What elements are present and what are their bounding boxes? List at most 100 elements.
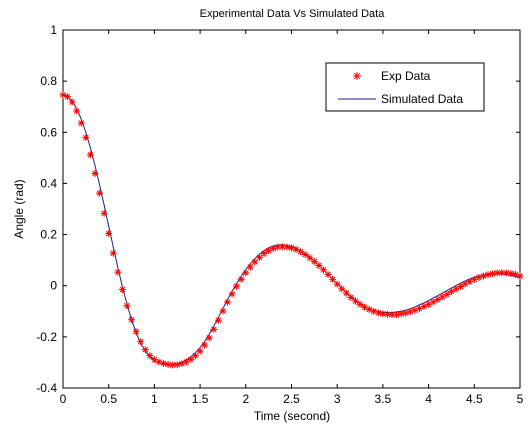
legend-item-exp-data: Exp Data bbox=[353, 69, 431, 83]
exp-data-point bbox=[484, 271, 492, 279]
exp-data-point bbox=[132, 328, 140, 336]
exp-data-point bbox=[105, 230, 113, 238]
y-tick-label: 0.8 bbox=[40, 74, 57, 88]
exp-data-point bbox=[324, 270, 332, 278]
x-tick-label: 3.5 bbox=[375, 392, 392, 406]
legend-asterisk-marker bbox=[353, 72, 361, 80]
exp-data-point bbox=[356, 300, 364, 308]
exp-data-point bbox=[146, 352, 154, 360]
exp-data-point bbox=[73, 107, 81, 115]
x-tick-label: 4 bbox=[425, 392, 432, 406]
exp-data-point bbox=[502, 269, 510, 277]
x-tick-label: 1.5 bbox=[192, 392, 209, 406]
exp-data-point bbox=[443, 290, 451, 298]
exp-data-point bbox=[397, 310, 405, 318]
x-axis-label: Time (second) bbox=[254, 409, 330, 423]
exp-data-point bbox=[256, 253, 264, 261]
exp-data-point bbox=[160, 359, 168, 367]
x-tick-label: 0 bbox=[60, 392, 67, 406]
exp-data-point bbox=[379, 310, 387, 318]
exp-data-point bbox=[402, 309, 410, 317]
exp-data-point bbox=[123, 302, 131, 310]
exp-data-point bbox=[310, 257, 318, 265]
exp-data-point bbox=[114, 268, 122, 276]
exp-data-point bbox=[479, 272, 487, 280]
exp-data-point bbox=[342, 289, 350, 297]
x-tick-label: 1 bbox=[151, 392, 158, 406]
chart-title: Experimental Data Vs Simulated Data bbox=[200, 8, 386, 20]
exp-data-point bbox=[228, 290, 236, 298]
exp-data-point bbox=[283, 243, 291, 251]
exp-data-point bbox=[82, 134, 90, 142]
exp-data-point bbox=[319, 266, 327, 274]
axis-ticks bbox=[62, 29, 521, 389]
y-tick-label: -0.2 bbox=[36, 330, 57, 344]
exp-data-point bbox=[237, 275, 245, 283]
legend-box bbox=[325, 62, 485, 112]
exp-data-point bbox=[438, 293, 446, 301]
exp-data-point bbox=[388, 311, 396, 319]
series-exp-data bbox=[59, 91, 524, 369]
x-tick-label: 3 bbox=[334, 392, 341, 406]
x-tick-label: 5 bbox=[517, 392, 524, 406]
exp-data-point bbox=[201, 341, 209, 349]
y-tick-label: 0.2 bbox=[40, 228, 57, 242]
exp-data-point bbox=[306, 254, 314, 262]
exp-data-point bbox=[192, 352, 200, 360]
exp-data-point bbox=[205, 334, 213, 342]
exp-data-point bbox=[164, 360, 172, 368]
exp-data-point bbox=[91, 169, 99, 177]
exp-data-point bbox=[333, 280, 341, 288]
legend-item-simulated-data: Simulated Data bbox=[338, 92, 463, 106]
legend-exp-label: Exp Data bbox=[381, 69, 431, 83]
exp-data-point bbox=[429, 298, 437, 306]
exp-data-point bbox=[251, 258, 259, 266]
exp-data-point bbox=[374, 309, 382, 317]
exp-data-point bbox=[393, 311, 401, 319]
x-tick-label: 0.5 bbox=[100, 392, 117, 406]
y-tick-label: 0 bbox=[50, 279, 57, 293]
legend-sim-label: Simulated Data bbox=[381, 92, 463, 106]
y-tick-labels: -0.4 -0.2 0 0.2 0.4 0.6 0.8 1 bbox=[36, 23, 57, 395]
exp-data-point bbox=[338, 285, 346, 293]
exp-data-point bbox=[128, 316, 136, 324]
x-tick-label: 4.5 bbox=[466, 392, 483, 406]
exp-data-point bbox=[260, 249, 268, 257]
exp-data-point bbox=[196, 347, 204, 355]
legend: Exp Data Simulated Data bbox=[325, 62, 485, 112]
exp-data-point bbox=[297, 248, 305, 256]
exp-data-point bbox=[173, 361, 181, 369]
exp-data-point bbox=[109, 249, 117, 257]
legend-exp-marker-icon bbox=[353, 72, 361, 80]
exp-data-point bbox=[77, 119, 85, 127]
exp-data-point bbox=[315, 262, 323, 270]
exp-data-point bbox=[68, 98, 76, 106]
exp-data-point bbox=[214, 316, 222, 324]
x-tick-label: 2.5 bbox=[283, 392, 300, 406]
exp-data-point bbox=[118, 286, 126, 294]
exp-data-point bbox=[137, 338, 145, 346]
x-tick-label: 2 bbox=[242, 392, 249, 406]
exp-data-point bbox=[86, 151, 94, 159]
x-tick-labels: 0 0.5 1 1.5 2 2.5 3 3.5 4 4.5 5 bbox=[60, 392, 524, 406]
exp-data-point bbox=[96, 189, 104, 197]
exp-data-point bbox=[242, 269, 250, 277]
exp-data-point bbox=[301, 251, 309, 259]
y-tick-label: 1 bbox=[50, 23, 57, 37]
exp-data-point bbox=[219, 307, 227, 315]
exp-data-point bbox=[233, 282, 241, 290]
exp-data-point bbox=[169, 361, 177, 369]
y-axis-label: Angle (rad) bbox=[12, 179, 26, 238]
exp-data-point bbox=[351, 297, 359, 305]
y-tick-label: 0.4 bbox=[40, 176, 57, 190]
exp-data-point bbox=[64, 93, 72, 101]
exp-data-point bbox=[100, 209, 108, 217]
exp-data-point bbox=[489, 270, 497, 278]
exp-data-point bbox=[141, 346, 149, 354]
exp-data-point bbox=[224, 298, 232, 306]
exp-data-point bbox=[210, 325, 218, 333]
exp-data-point bbox=[516, 272, 524, 280]
exp-data-point bbox=[187, 355, 195, 363]
exp-data-point bbox=[269, 244, 277, 252]
